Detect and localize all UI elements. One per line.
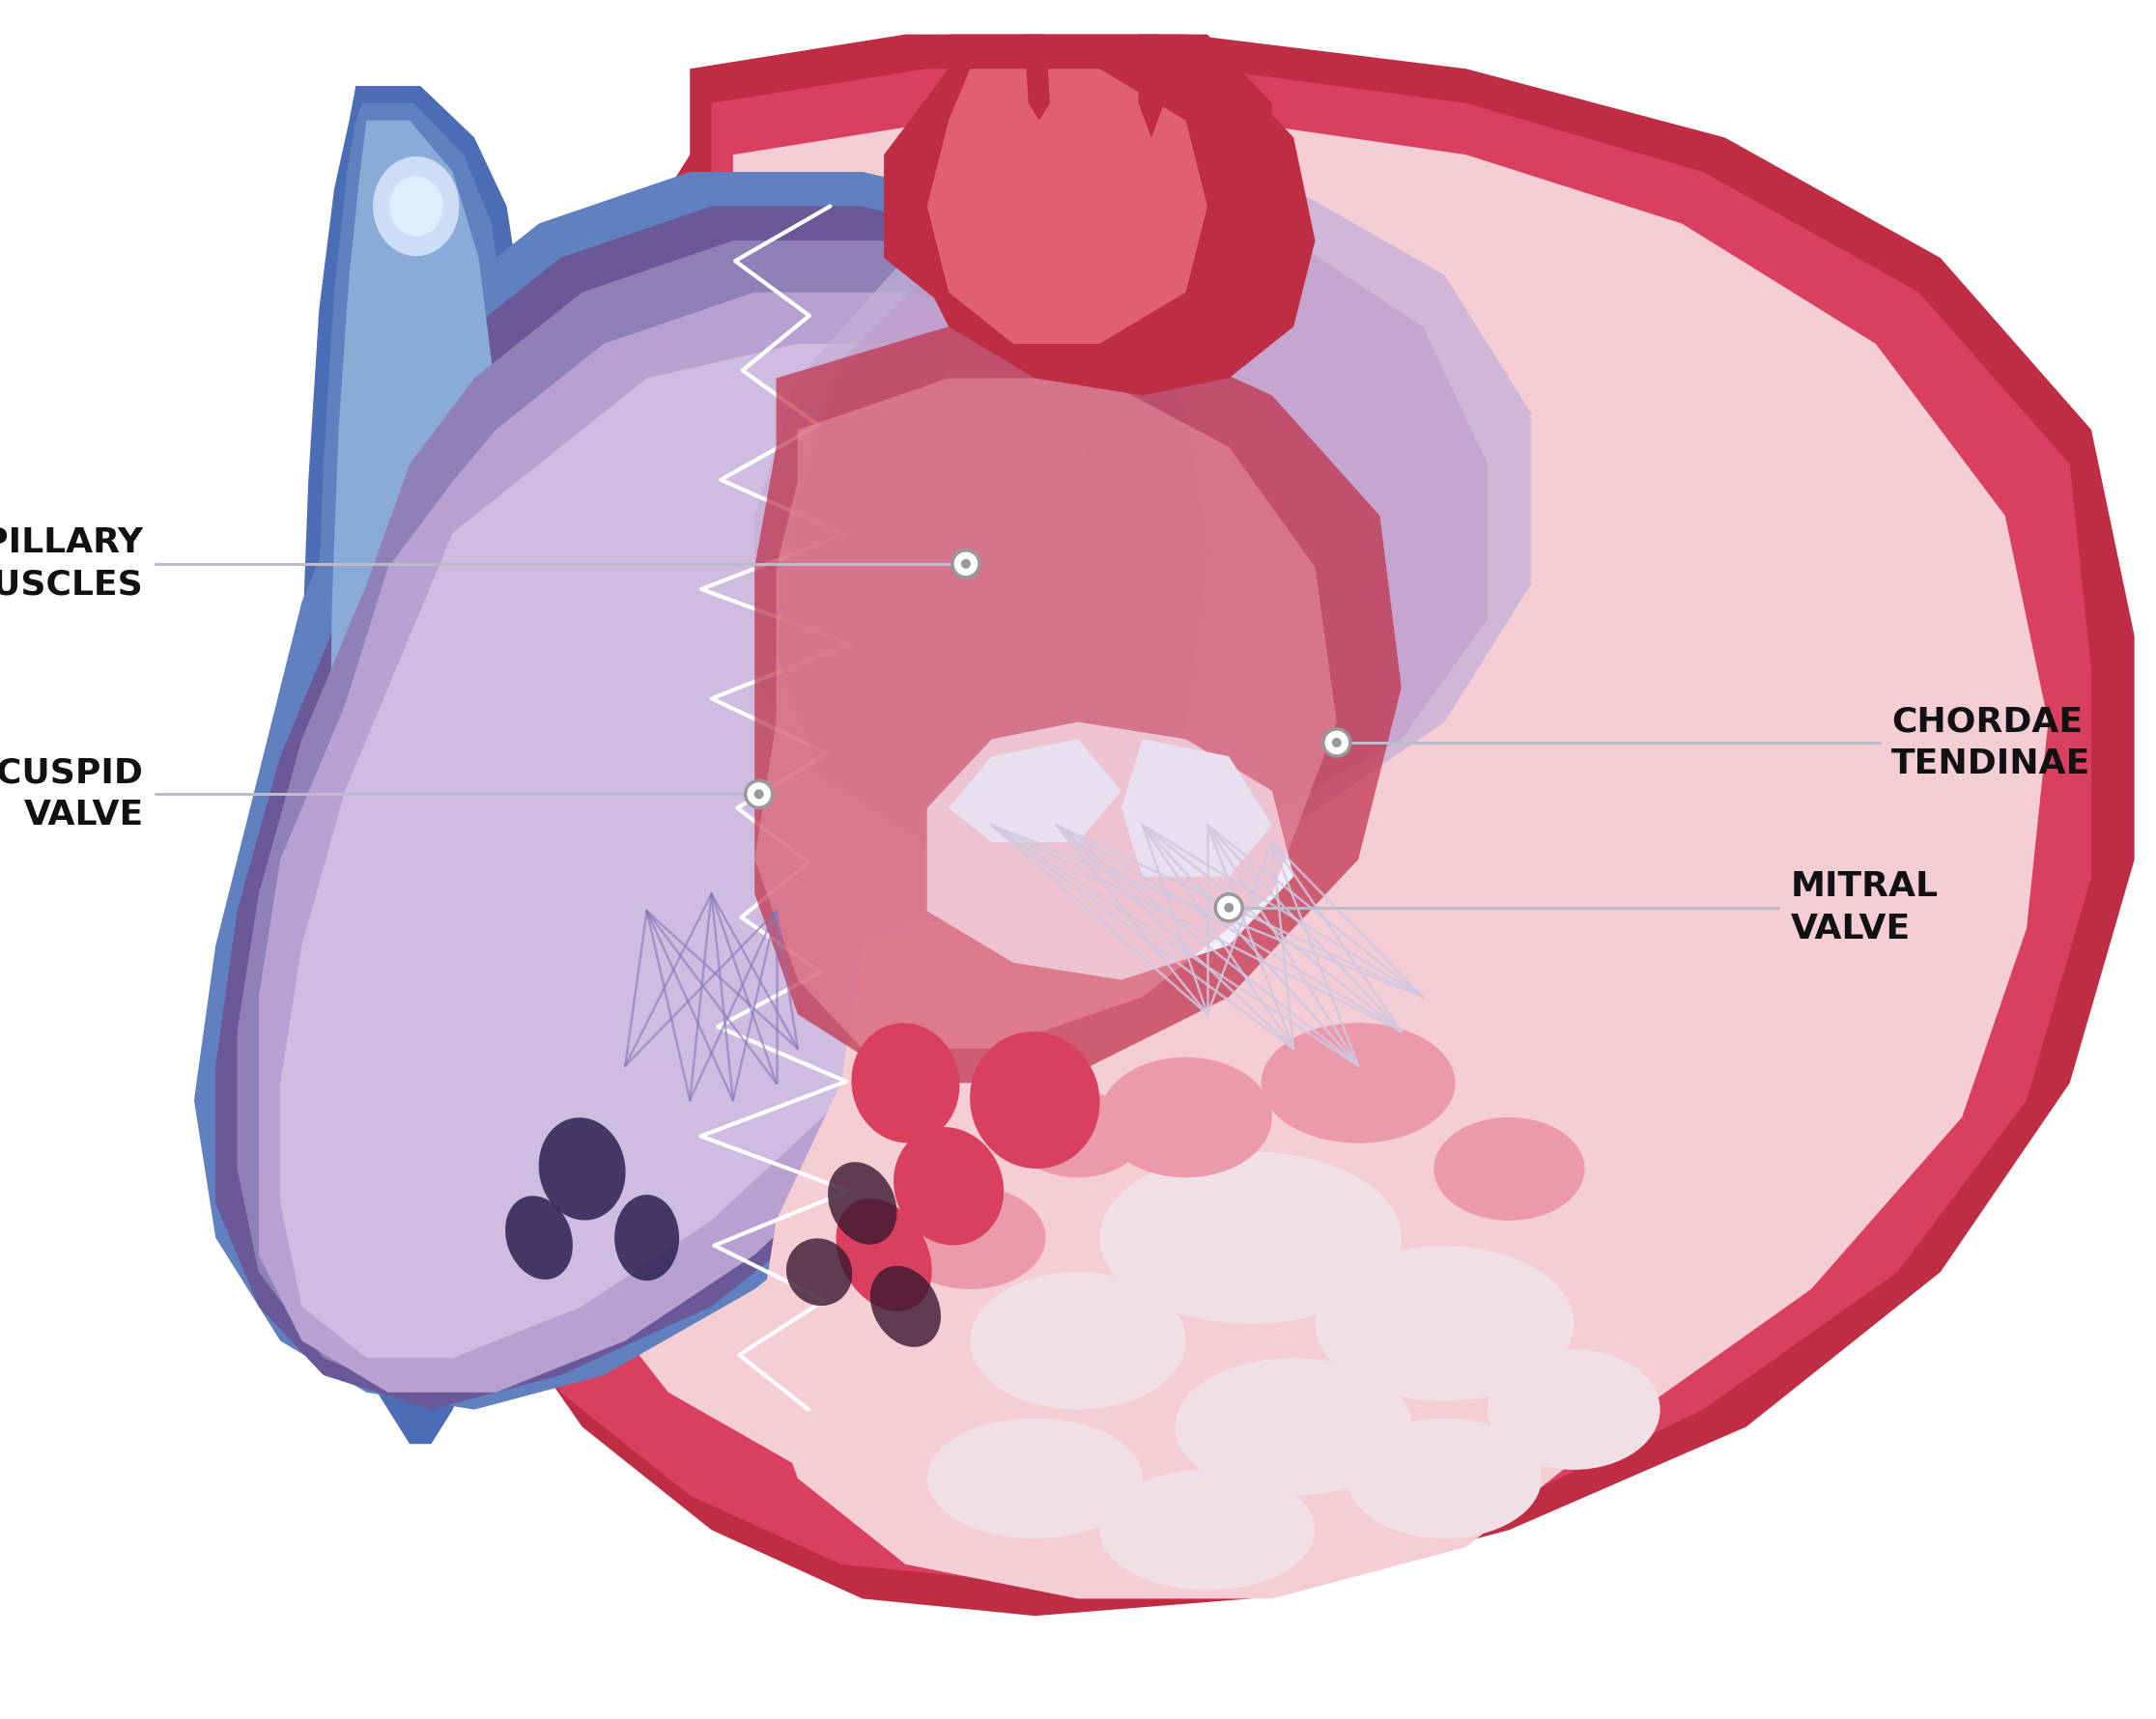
Polygon shape [388, 34, 2134, 1616]
Polygon shape [280, 344, 1056, 1358]
Ellipse shape [970, 1272, 1186, 1410]
Ellipse shape [787, 1238, 852, 1306]
Polygon shape [259, 292, 1100, 1392]
Polygon shape [1138, 34, 1164, 138]
Ellipse shape [852, 1023, 959, 1143]
Polygon shape [927, 722, 1294, 980]
Ellipse shape [1434, 1117, 1585, 1220]
Ellipse shape [1348, 1418, 1542, 1539]
Circle shape [1216, 894, 1242, 921]
Polygon shape [906, 34, 1315, 395]
Ellipse shape [828, 1162, 897, 1245]
Polygon shape [927, 69, 1207, 344]
Circle shape [746, 780, 772, 808]
Polygon shape [453, 120, 2048, 1547]
Circle shape [1225, 902, 1233, 913]
Polygon shape [1024, 34, 1050, 120]
Circle shape [953, 550, 979, 578]
Ellipse shape [614, 1195, 679, 1281]
Text: MITRAL
VALVE: MITRAL VALVE [1789, 870, 1938, 945]
Ellipse shape [1175, 1358, 1412, 1496]
Ellipse shape [871, 1265, 940, 1348]
Circle shape [755, 789, 763, 799]
Ellipse shape [1261, 1023, 1455, 1143]
Ellipse shape [895, 1186, 1046, 1289]
Polygon shape [237, 241, 1143, 1392]
Polygon shape [755, 894, 1660, 1599]
Ellipse shape [837, 1198, 931, 1312]
Polygon shape [1121, 739, 1272, 877]
Polygon shape [755, 327, 1401, 1083]
Polygon shape [884, 52, 1056, 309]
Polygon shape [315, 103, 530, 1392]
Polygon shape [410, 69, 2091, 1581]
Text: TRICUSPID
VALVE: TRICUSPID VALVE [0, 756, 144, 832]
Ellipse shape [1100, 1152, 1401, 1324]
Polygon shape [949, 739, 1121, 842]
Polygon shape [330, 120, 511, 1324]
Text: CHORDAE
TENDINAE: CHORDAE TENDINAE [1891, 705, 2091, 780]
Ellipse shape [390, 175, 444, 236]
Ellipse shape [1100, 1470, 1315, 1590]
Polygon shape [755, 378, 1337, 1049]
Ellipse shape [1315, 1246, 1574, 1401]
Circle shape [1324, 729, 1350, 756]
Ellipse shape [539, 1117, 625, 1220]
Polygon shape [194, 172, 1207, 1410]
Circle shape [1332, 737, 1341, 748]
Polygon shape [755, 155, 1531, 877]
Ellipse shape [505, 1196, 573, 1279]
Ellipse shape [893, 1128, 1005, 1245]
Ellipse shape [927, 1418, 1143, 1539]
Ellipse shape [373, 156, 459, 256]
Polygon shape [776, 206, 1488, 860]
Polygon shape [1121, 34, 1272, 309]
Ellipse shape [1488, 1349, 1660, 1470]
Ellipse shape [1013, 1092, 1143, 1178]
Polygon shape [216, 206, 1164, 1410]
Text: PAPILLARY
MUSCLES: PAPILLARY MUSCLES [0, 526, 144, 602]
Ellipse shape [970, 1031, 1100, 1169]
Polygon shape [302, 86, 550, 1444]
Ellipse shape [1100, 1057, 1272, 1178]
Circle shape [962, 559, 970, 569]
